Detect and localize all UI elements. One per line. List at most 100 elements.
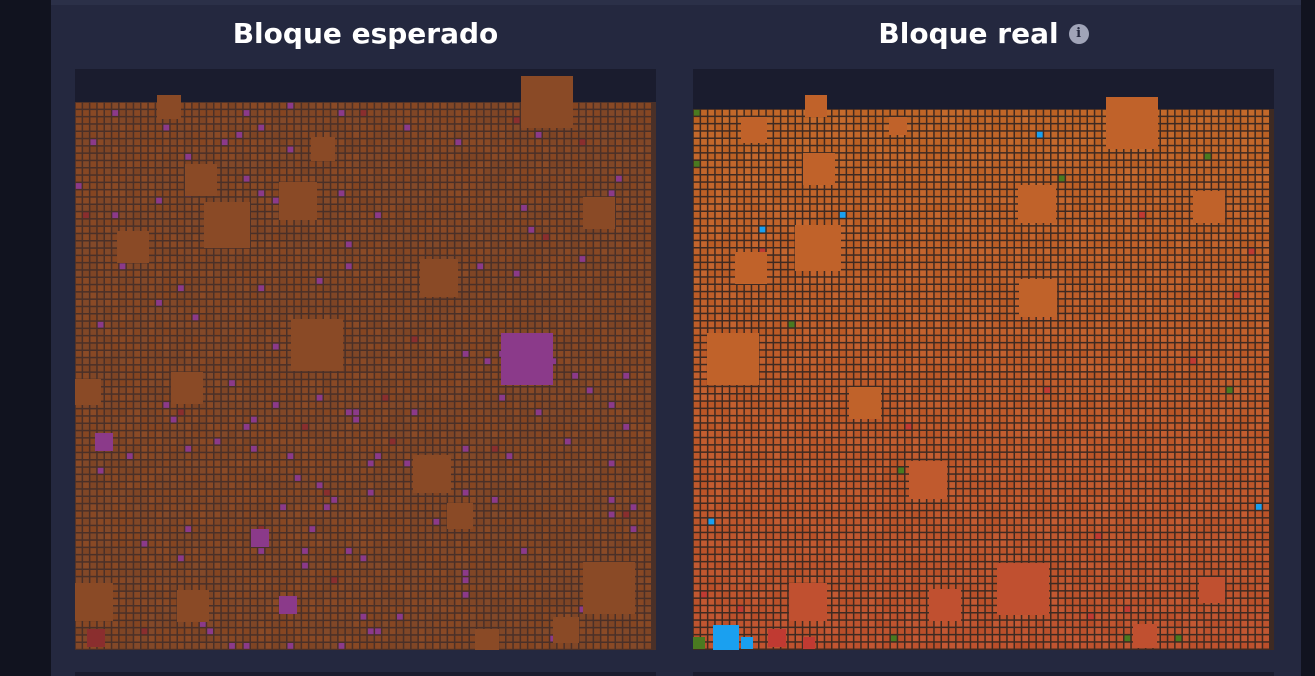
- tx-tile[interactable]: [75, 336, 82, 343]
- tx-tile[interactable]: [616, 504, 622, 511]
- tx-tile[interactable]: [287, 533, 294, 540]
- tx-tile[interactable]: [411, 270, 418, 277]
- tx-tile[interactable]: [243, 146, 250, 153]
- tx-tile[interactable]: [178, 175, 184, 182]
- tx-tile[interactable]: [287, 504, 294, 511]
- tx-tile[interactable]: [557, 445, 564, 452]
- tx-tile[interactable]: [397, 365, 403, 372]
- tx-tile[interactable]: [543, 482, 549, 489]
- tx-tile[interactable]: [572, 205, 578, 211]
- tx-tile[interactable]: [397, 124, 403, 131]
- tx-tile[interactable]: [360, 256, 367, 262]
- tx-tile[interactable]: [112, 540, 119, 547]
- tx-tile[interactable]: [134, 555, 140, 562]
- tx-tile[interactable]: [389, 394, 396, 401]
- tx-tile[interactable]: [214, 394, 221, 401]
- tx-tile[interactable]: [119, 540, 126, 547]
- tx-tile[interactable]: [623, 183, 630, 189]
- tx-tile[interactable]: [594, 314, 600, 321]
- tx-tile[interactable]: [185, 256, 192, 262]
- tx-tile[interactable]: [564, 190, 571, 197]
- tx-tile[interactable]: [83, 562, 89, 569]
- tx-tile[interactable]: [426, 299, 432, 306]
- tx-tile[interactable]: [477, 226, 484, 233]
- tx-tile[interactable]: [513, 117, 520, 124]
- tx-tile[interactable]: [258, 263, 265, 270]
- tx-tile[interactable]: [404, 431, 411, 438]
- tx-tile[interactable]: [280, 168, 286, 175]
- tx-tile[interactable]: [630, 197, 637, 204]
- tx-tile[interactable]: [229, 329, 235, 335]
- tx-tile[interactable]: [645, 321, 651, 328]
- tx-tile[interactable]: [185, 511, 192, 518]
- tx-tile[interactable]: [426, 548, 432, 554]
- tx-tile[interactable]: [462, 124, 469, 131]
- tx-tile[interactable]: [506, 409, 513, 416]
- tx-tile[interactable]: [185, 212, 192, 219]
- tx-tile[interactable]: [411, 402, 418, 408]
- tx-tile[interactable]: [105, 329, 111, 335]
- tx-tile[interactable]: [185, 402, 192, 408]
- tx-tile[interactable]: [470, 256, 476, 262]
- tx-tile[interactable]: [75, 526, 82, 532]
- tx-tile[interactable]: [601, 438, 608, 445]
- tx-tile[interactable]: [83, 336, 89, 343]
- tx-tile[interactable]: [360, 489, 367, 496]
- tx-tile[interactable]: [513, 263, 520, 270]
- tx-tile[interactable]: [550, 153, 557, 160]
- tx-tile[interactable]: [360, 110, 367, 116]
- tx-tile[interactable]: [83, 351, 89, 357]
- tx-tile[interactable]: [134, 402, 140, 408]
- tx-tile[interactable]: [382, 394, 389, 401]
- tx-tile[interactable]: [426, 351, 432, 357]
- tx-tile[interactable]: [513, 555, 520, 562]
- tx-tile[interactable]: [455, 161, 462, 167]
- tx-tile[interactable]: [397, 161, 403, 167]
- tx-tile[interactable]: [528, 299, 535, 306]
- tx-tile[interactable]: [75, 409, 82, 416]
- tx-tile[interactable]: [550, 402, 557, 408]
- tx-tile[interactable]: [302, 497, 308, 503]
- tx-tile[interactable]: [440, 343, 447, 350]
- tx-tile[interactable]: [601, 299, 608, 306]
- tx-tile[interactable]: [557, 380, 564, 386]
- tx-tile[interactable]: [280, 307, 286, 313]
- tx-tile[interactable]: [579, 482, 586, 489]
- tx-tile[interactable]: [207, 504, 213, 511]
- tx-tile[interactable]: [484, 307, 491, 313]
- tx-tile[interactable]: [170, 248, 177, 255]
- tx-tile[interactable]: [535, 409, 542, 416]
- tx-tile[interactable]: [141, 343, 148, 350]
- tx-tile[interactable]: [126, 321, 133, 328]
- tx-tile[interactable]: [462, 380, 469, 386]
- tx-tile[interactable]: [236, 540, 243, 547]
- tx-tile[interactable]: [134, 212, 140, 219]
- tx-tile[interactable]: [411, 497, 418, 503]
- tx-tile[interactable]: [608, 482, 615, 489]
- tx-tile[interactable]: [309, 533, 316, 540]
- tx-tile[interactable]: [616, 387, 622, 394]
- tx-tile[interactable]: [309, 314, 316, 321]
- tx-tile[interactable]: [360, 153, 367, 160]
- tx-tile[interactable]: [411, 110, 418, 116]
- tx-tile[interactable]: [126, 197, 133, 204]
- tx-tile[interactable]: [535, 504, 542, 511]
- tx-tile[interactable]: [572, 307, 578, 313]
- tx-tile[interactable]: [119, 380, 126, 386]
- tx-tile[interactable]: [236, 183, 243, 189]
- tx-tile[interactable]: [353, 358, 359, 365]
- tx-tile[interactable]: [338, 387, 345, 394]
- tx-tile[interactable]: [302, 489, 308, 496]
- tx-tile[interactable]: [221, 314, 228, 321]
- tx-tile[interactable]: [637, 183, 644, 189]
- tx-tile[interactable]: [126, 299, 133, 306]
- tx-tile[interactable]: [221, 102, 228, 109]
- tx-tile[interactable]: [404, 314, 411, 321]
- tx-tile[interactable]: [528, 467, 535, 474]
- tx-tile[interactable]: [506, 132, 513, 138]
- tx-tile[interactable]: [382, 540, 389, 547]
- tx-tile[interactable]: [236, 336, 243, 343]
- tx-tile[interactable]: [294, 263, 301, 270]
- tx-tile[interactable]: [470, 161, 476, 167]
- tx-tile[interactable]: [616, 482, 622, 489]
